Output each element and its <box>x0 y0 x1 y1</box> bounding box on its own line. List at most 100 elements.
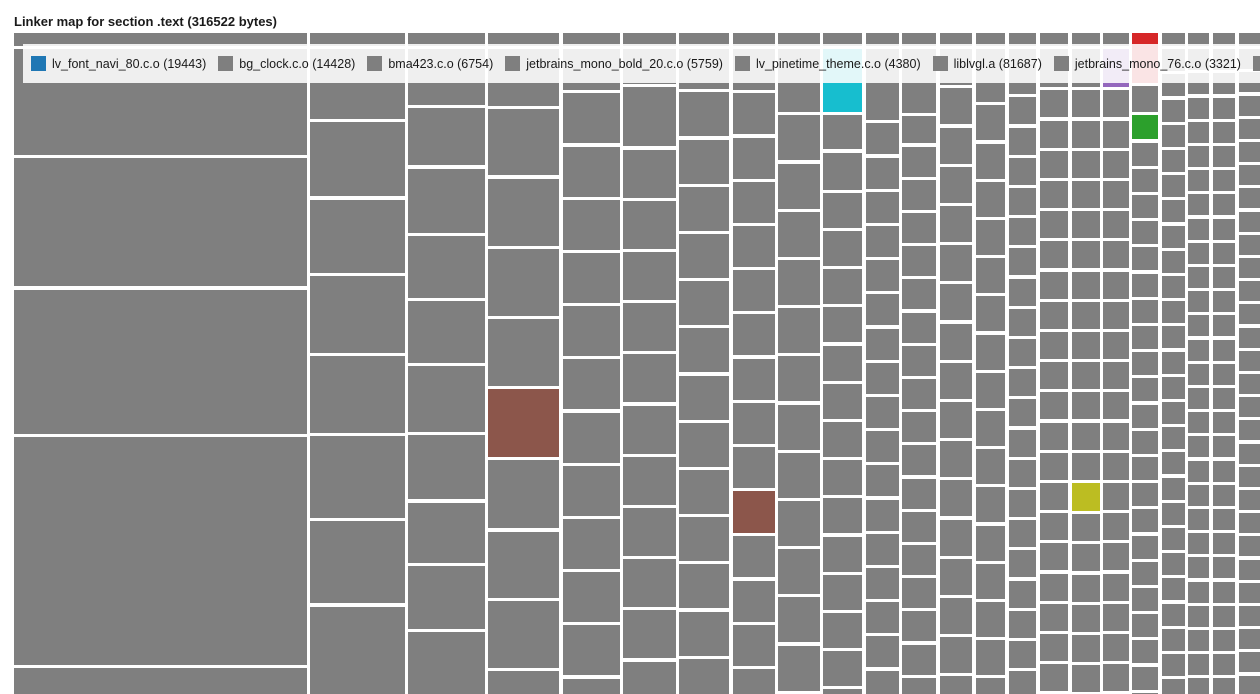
map-cell[interactable] <box>1132 273 1158 297</box>
map-cell[interactable] <box>1162 124 1185 147</box>
map-cell[interactable] <box>1188 339 1209 361</box>
map-cell[interactable] <box>976 296 1005 332</box>
map-cell[interactable] <box>1239 443 1260 464</box>
map-cell[interactable] <box>408 33 485 46</box>
map-cell[interactable] <box>1072 514 1100 542</box>
map-cell[interactable] <box>866 636 899 668</box>
map-cell[interactable] <box>488 178 559 246</box>
map-cell[interactable] <box>976 334 1005 370</box>
map-cell[interactable] <box>1072 665 1100 693</box>
map-cell[interactable] <box>778 260 820 305</box>
map-cell[interactable] <box>1040 120 1068 148</box>
map-cell[interactable] <box>1103 150 1129 178</box>
map-cell[interactable] <box>1213 557 1235 579</box>
map-cell[interactable] <box>976 602 1005 637</box>
map-cell[interactable] <box>1239 582 1260 603</box>
map-cell[interactable] <box>778 452 820 498</box>
map-cell[interactable] <box>1188 33 1209 46</box>
map-cell[interactable] <box>778 356 820 402</box>
map-cell[interactable] <box>1213 291 1235 313</box>
map-cell[interactable] <box>563 359 620 410</box>
map-cell[interactable] <box>679 92 729 137</box>
map-cell[interactable] <box>1103 33 1129 46</box>
map-cell[interactable] <box>823 613 862 648</box>
map-cell[interactable] <box>1213 267 1235 288</box>
map-cell[interactable] <box>902 345 936 376</box>
map-cell[interactable] <box>1040 483 1068 510</box>
map-cell[interactable] <box>488 33 559 46</box>
map-cell[interactable] <box>1040 362 1068 390</box>
map-cell[interactable] <box>1009 490 1036 517</box>
map-cell[interactable] <box>679 470 729 514</box>
map-cell[interactable] <box>1072 150 1100 178</box>
map-cell[interactable] <box>1040 211 1068 239</box>
map-cell[interactable] <box>1239 142 1260 162</box>
map-cell[interactable] <box>310 199 405 273</box>
map-cell[interactable] <box>1132 535 1158 559</box>
map-cell[interactable] <box>1188 533 1209 555</box>
map-cell[interactable] <box>976 105 1005 141</box>
map-cell[interactable] <box>679 234 729 278</box>
map-cell[interactable] <box>310 436 405 519</box>
map-cell[interactable] <box>1162 679 1185 694</box>
map-cell[interactable] <box>408 502 485 563</box>
map-cell[interactable] <box>1213 218 1235 240</box>
map-cell[interactable] <box>1009 459 1036 487</box>
map-cell[interactable] <box>1132 326 1158 349</box>
map-cell[interactable] <box>408 108 485 166</box>
map-cell[interactable] <box>733 137 775 179</box>
map-cell[interactable] <box>823 689 862 694</box>
map-cell[interactable] <box>1162 402 1185 424</box>
map-cell[interactable] <box>1239 559 1260 580</box>
map-cell[interactable] <box>1213 484 1235 506</box>
map-cell[interactable] <box>1188 484 1209 506</box>
map-cell[interactable] <box>1162 628 1185 651</box>
map-cell[interactable] <box>1188 460 1209 482</box>
map-cell[interactable] <box>1213 509 1235 530</box>
map-cell[interactable] <box>1009 641 1036 668</box>
map-cell[interactable] <box>902 379 936 409</box>
map-cell[interactable] <box>1132 195 1158 218</box>
map-cell[interactable] <box>902 213 936 243</box>
map-cell[interactable] <box>1103 543 1129 571</box>
map-cell[interactable] <box>1009 33 1036 46</box>
map-cell[interactable] <box>1188 267 1209 288</box>
map-cell[interactable] <box>940 206 972 242</box>
map-cell[interactable] <box>1040 271 1068 299</box>
map-cell[interactable] <box>1239 652 1260 673</box>
map-cell[interactable] <box>1213 581 1235 603</box>
map-cell[interactable] <box>940 598 972 634</box>
map-cell[interactable] <box>1040 332 1068 359</box>
map-cell[interactable] <box>1072 301 1100 329</box>
map-cell[interactable] <box>1132 86 1158 113</box>
map-cell[interactable] <box>778 404 820 450</box>
map-cell[interactable] <box>1009 339 1036 366</box>
map-cell[interactable] <box>488 600 559 668</box>
map-cell[interactable] <box>976 449 1005 485</box>
map-cell[interactable] <box>940 166 972 203</box>
brown-cell-lower[interactable] <box>733 491 775 534</box>
map-cell[interactable] <box>1072 544 1100 572</box>
map-cell[interactable] <box>1103 241 1129 269</box>
map-cell[interactable] <box>408 168 485 233</box>
map-cell[interactable] <box>823 383 862 419</box>
map-cell[interactable] <box>902 545 936 575</box>
map-cell[interactable] <box>1072 211 1100 239</box>
map-cell[interactable] <box>1009 550 1036 578</box>
map-cell[interactable] <box>1213 363 1235 385</box>
map-cell[interactable] <box>1239 420 1260 441</box>
map-cell[interactable] <box>902 644 936 675</box>
map-cell[interactable] <box>1188 388 1209 409</box>
map-cell[interactable] <box>976 563 1005 599</box>
map-cell[interactable] <box>1103 120 1129 148</box>
map-cell[interactable] <box>940 362 972 399</box>
map-cell[interactable] <box>866 533 899 565</box>
map-cell[interactable] <box>408 632 485 694</box>
map-cell[interactable] <box>866 328 899 360</box>
map-cell[interactable] <box>1132 614 1158 638</box>
map-cell[interactable] <box>1213 33 1235 46</box>
map-cell[interactable] <box>940 676 972 694</box>
map-cell[interactable] <box>1188 194 1209 216</box>
map-cell[interactable] <box>1072 33 1100 46</box>
map-cell[interactable] <box>1188 170 1209 192</box>
